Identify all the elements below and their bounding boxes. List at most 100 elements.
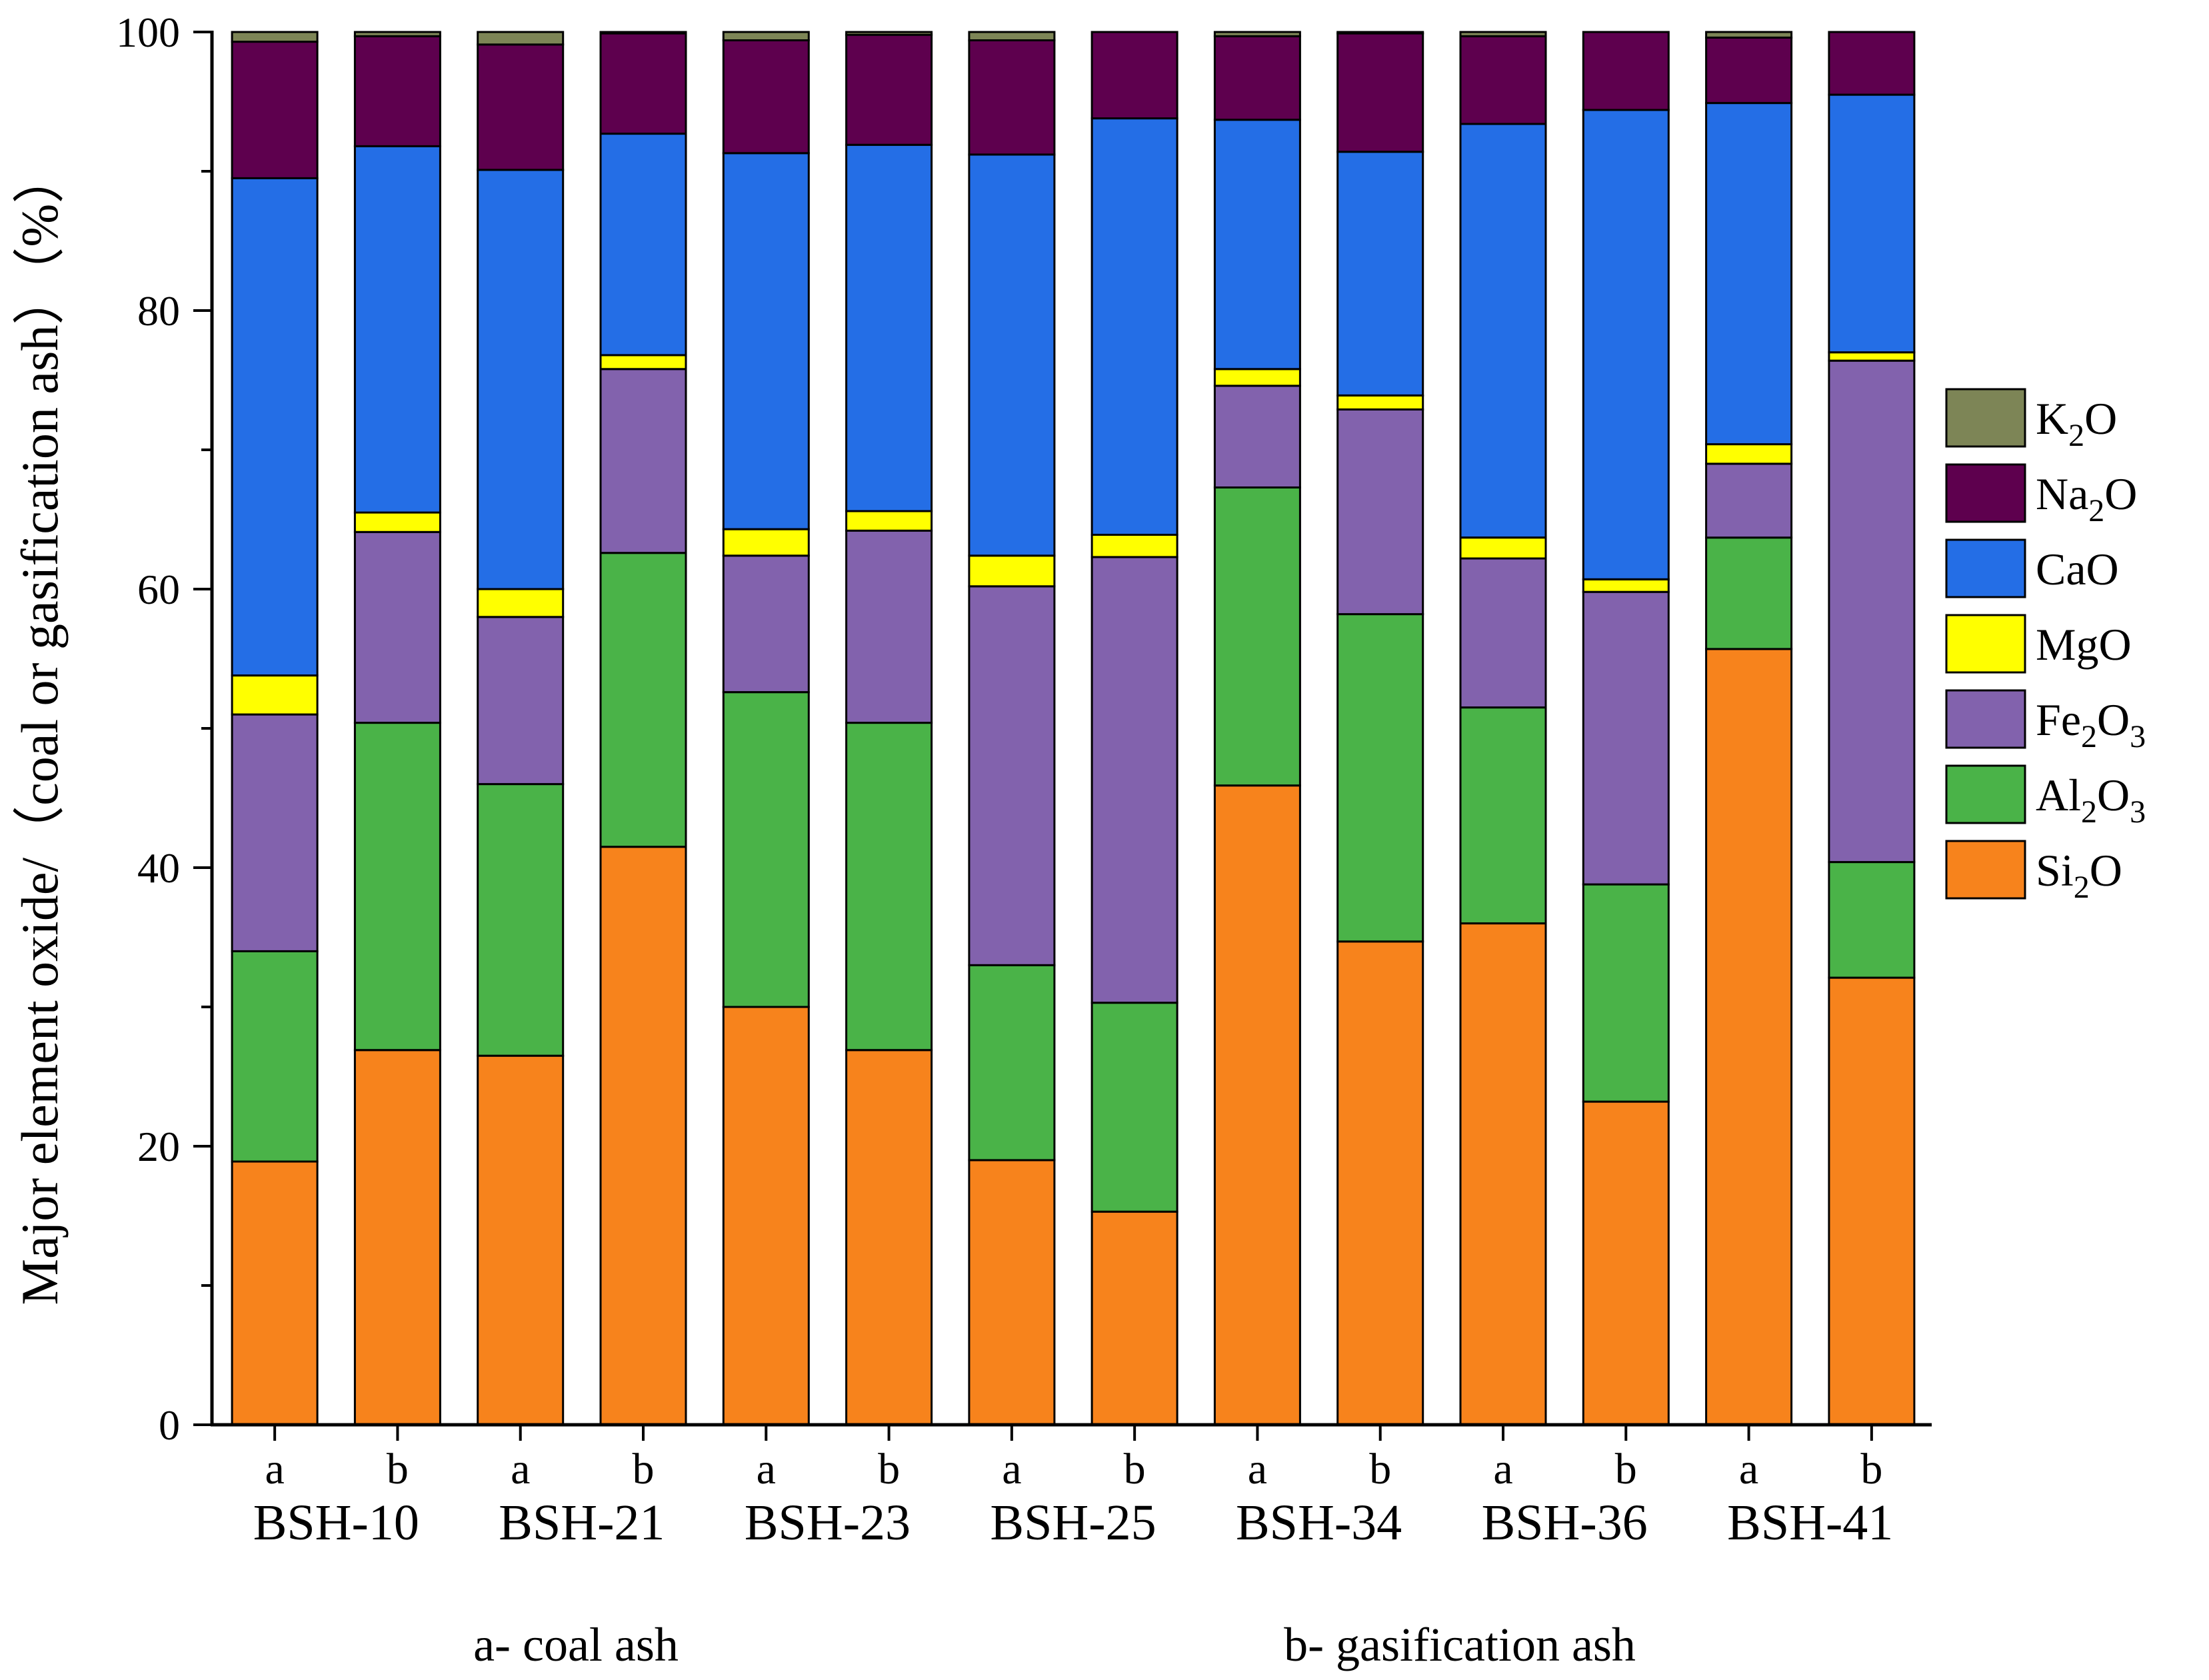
bar-segment-al2o3-0 bbox=[231, 950, 319, 1163]
x-bar-label-2: a bbox=[511, 1445, 530, 1493]
bar-segment-si2o-6 bbox=[968, 1159, 1056, 1426]
bar-segment-al2o3-13 bbox=[1828, 861, 1916, 979]
bar-segment-na2o-2 bbox=[477, 43, 565, 171]
bar-segment-si2o-11 bbox=[1582, 1100, 1670, 1426]
bar-segment-al2o3-3 bbox=[599, 552, 687, 848]
bar-segment-mgo-11 bbox=[1582, 578, 1670, 593]
x-bar-label-10: a bbox=[1493, 1445, 1512, 1493]
bar-segment-al2o3-11 bbox=[1582, 883, 1670, 1103]
bar-segment-na2o-10 bbox=[1459, 35, 1547, 125]
bar-segment-na2o-3 bbox=[599, 32, 687, 135]
bar-segment-mgo-6 bbox=[968, 554, 1056, 588]
x-bar-label-7: b bbox=[1124, 1445, 1146, 1493]
bar-segment-fe2o3-1 bbox=[353, 530, 441, 724]
legend-label-fe2o3: Fe2O3 bbox=[2036, 694, 2146, 754]
legend-label-al2o3: Al2O3 bbox=[2036, 770, 2146, 830]
legend: K2O Na2O CaO MgO Fe2O3 Al2O3 Si2O bbox=[1945, 388, 2146, 905]
bar-segment-na2o-1 bbox=[353, 35, 441, 147]
bar-segment-na2o-11 bbox=[1582, 31, 1670, 111]
x-group-label-bsh-10: BSH-10 bbox=[253, 1495, 419, 1551]
x-bar-label-4: a bbox=[757, 1445, 776, 1493]
bar-segment-k2o-2 bbox=[477, 31, 565, 46]
legend-label-k2o: K2O bbox=[2036, 393, 2117, 453]
bar-segment-mgo-7 bbox=[1091, 534, 1178, 558]
legend-swatch-al2o3 bbox=[1945, 764, 2026, 824]
x-bar-label-5: b bbox=[878, 1445, 900, 1493]
bar-segment-k2o-3 bbox=[599, 31, 687, 35]
bar-segment-si2o-3 bbox=[599, 846, 687, 1426]
bar-segment-na2o-4 bbox=[722, 39, 810, 155]
bar-segment-na2o-0 bbox=[231, 41, 319, 179]
bar-segment-cao-13 bbox=[1828, 93, 1916, 354]
bar-segment-si2o-12 bbox=[1705, 648, 1793, 1426]
bar-segment-al2o3-5 bbox=[845, 722, 933, 1052]
x-bar-label-1: b bbox=[387, 1445, 409, 1493]
x-bar-label-8: a bbox=[1248, 1445, 1267, 1493]
bar-segment-cao-10 bbox=[1459, 123, 1547, 539]
y-tick-label-60: 60 bbox=[137, 566, 180, 613]
bars bbox=[231, 31, 1916, 1426]
x-bar-label-11: b bbox=[1615, 1445, 1637, 1493]
bar-segment-mgo-10 bbox=[1459, 536, 1547, 560]
bar-segment-si2o-13 bbox=[1828, 976, 1916, 1426]
bar-segment-fe2o3-10 bbox=[1459, 557, 1547, 709]
legend-label-cao: CaO bbox=[2036, 544, 2119, 594]
bar-segment-k2o-10 bbox=[1459, 31, 1547, 37]
bar-segment-si2o-9 bbox=[1336, 940, 1424, 1426]
bar-segment-na2o-13 bbox=[1828, 31, 1916, 96]
bar-segment-k2o-0 bbox=[231, 31, 319, 43]
bar-segment-al2o3-12 bbox=[1705, 536, 1793, 650]
y-axis-title-part-0: Major element oxide/ bbox=[11, 858, 69, 1305]
bar-segment-fe2o3-4 bbox=[722, 554, 810, 694]
bar-segment-cao-1 bbox=[353, 145, 441, 514]
bar-segment-na2o-9 bbox=[1336, 32, 1424, 153]
bar-segment-mgo-9 bbox=[1336, 395, 1424, 411]
bar-segment-al2o3-4 bbox=[722, 691, 810, 1008]
bar-segment-al2o3-1 bbox=[353, 722, 441, 1052]
bar-segment-si2o-1 bbox=[353, 1049, 441, 1426]
bar-segment-k2o-12 bbox=[1705, 31, 1793, 39]
bar-segment-si2o-4 bbox=[722, 1006, 810, 1426]
y-tick-label-40: 40 bbox=[137, 844, 180, 892]
bar-segment-al2o3-10 bbox=[1459, 706, 1547, 925]
bar-segment-mgo-1 bbox=[353, 511, 441, 533]
note-coal-ash: a- coal ash bbox=[473, 1618, 679, 1671]
legend-label-na2o: Na2O bbox=[2036, 468, 2137, 528]
x-group-label-bsh-36: BSH-36 bbox=[1482, 1495, 1648, 1551]
x-group-label-bsh-34: BSH-34 bbox=[1236, 1495, 1402, 1551]
bar-segment-mgo-12 bbox=[1705, 443, 1793, 465]
bar-segment-mgo-4 bbox=[722, 528, 810, 557]
bar-segment-al2o3-2 bbox=[477, 783, 565, 1057]
bar-segment-cao-11 bbox=[1582, 109, 1670, 580]
bar-segment-cao-5 bbox=[845, 143, 933, 512]
legend-swatch-na2o bbox=[1945, 463, 2026, 523]
bar-segment-fe2o3-12 bbox=[1705, 462, 1793, 539]
x-bar-label-9: b bbox=[1369, 1445, 1391, 1493]
bar-segment-si2o-10 bbox=[1459, 922, 1547, 1426]
legend-swatch-mgo bbox=[1945, 614, 2026, 674]
bar-segment-na2o-6 bbox=[968, 39, 1056, 156]
bar-segment-cao-7 bbox=[1091, 117, 1178, 536]
bar-segment-na2o-12 bbox=[1705, 36, 1793, 105]
bar-segment-mgo-8 bbox=[1213, 368, 1301, 387]
bar-segment-si2o-8 bbox=[1213, 784, 1301, 1426]
bar-segment-si2o-5 bbox=[845, 1049, 933, 1426]
bar-segment-al2o3-8 bbox=[1213, 486, 1301, 787]
bar-segment-cao-4 bbox=[722, 152, 810, 530]
legend-label-mgo: MgO bbox=[2036, 619, 2132, 670]
bar-segment-fe2o3-3 bbox=[599, 368, 687, 554]
bar-segment-k2o-1 bbox=[353, 31, 441, 37]
x-bar-label-3: b bbox=[633, 1445, 655, 1493]
bar-segment-mgo-0 bbox=[231, 674, 319, 716]
y-axis-title: Major element oxide/（coal or gasificatio… bbox=[11, 152, 69, 1305]
bar-segment-al2o3-6 bbox=[968, 964, 1056, 1162]
bar-segment-fe2o3-13 bbox=[1828, 359, 1916, 864]
bar-segment-fe2o3-9 bbox=[1336, 408, 1424, 616]
bar-segment-fe2o3-2 bbox=[477, 616, 565, 786]
bar-segment-fe2o3-0 bbox=[231, 713, 319, 952]
y-tick-label-0: 0 bbox=[159, 1401, 180, 1449]
bar-segment-al2o3-7 bbox=[1091, 1002, 1178, 1213]
